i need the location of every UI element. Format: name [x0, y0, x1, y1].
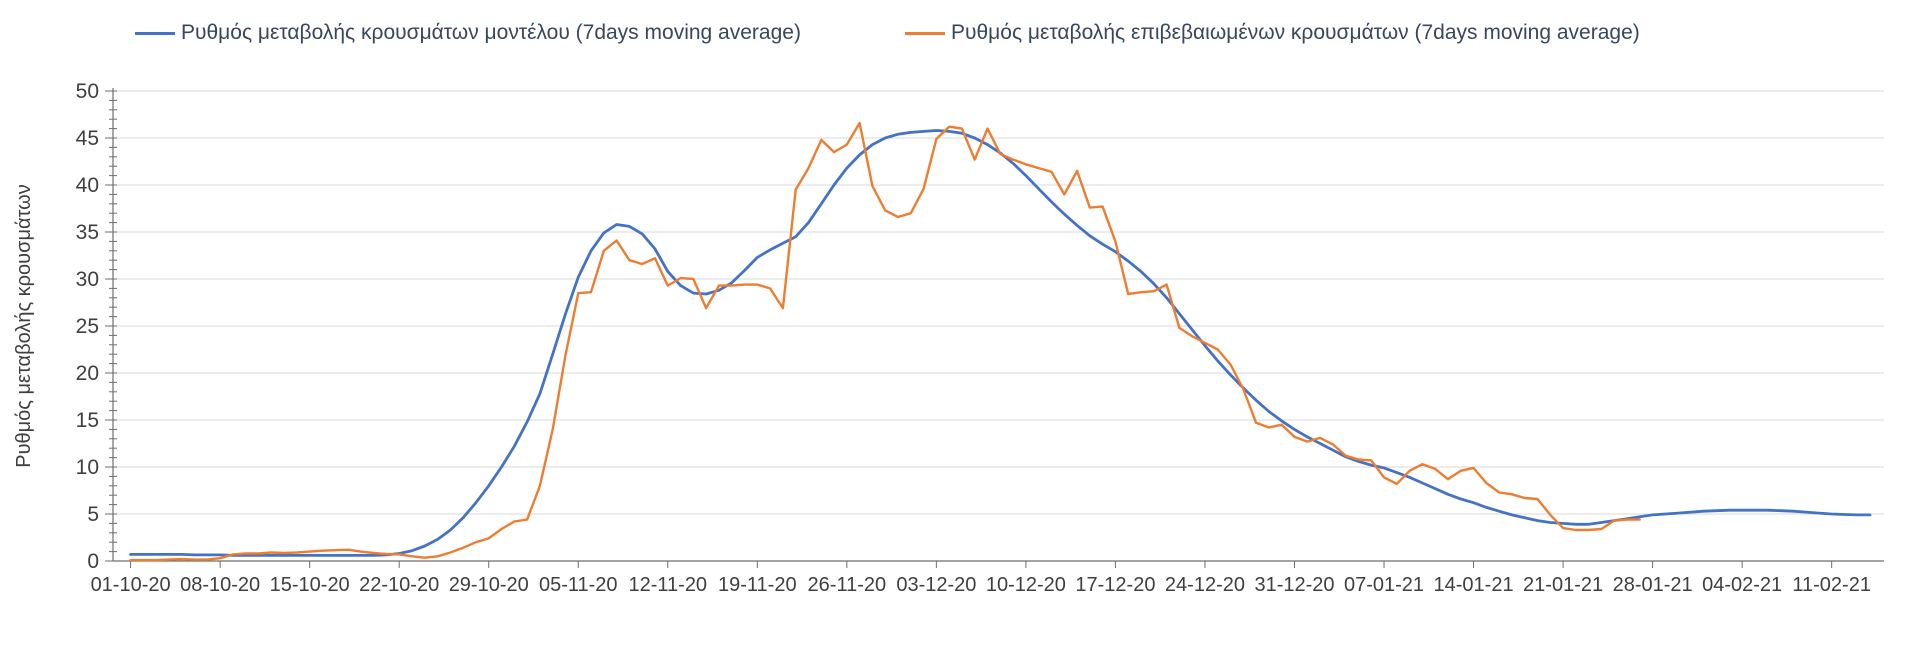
- x-tick-label: 22-10-20: [359, 574, 439, 596]
- x-tick-label: 29-10-20: [449, 574, 529, 596]
- x-tick-label: 03-12-20: [896, 574, 976, 596]
- x-tick-label: 10-12-20: [986, 574, 1066, 596]
- y-tick-label: 30: [76, 268, 99, 291]
- y-tick-label: 35: [76, 221, 99, 244]
- legend-item-model: Ρυθμός μεταβολής κρουσμάτων μοντέλου (7d…: [135, 18, 801, 48]
- x-tick-label: 01-10-20: [91, 574, 171, 596]
- y-axis: 0 5 10 15 20 25 30 35 40 45 50: [76, 80, 117, 573]
- x-tick-label: 19-11-20: [718, 574, 797, 596]
- y-tick-label: 50: [76, 80, 99, 103]
- x-tick-label: 11-02-21: [1792, 574, 1871, 596]
- y-tick-label: 10: [76, 456, 99, 479]
- legend-line-swatch-orange: [905, 31, 945, 35]
- series-line-confirmed: [129, 121, 1642, 562]
- x-tick-label: 07-01-21: [1344, 574, 1424, 596]
- x-tick-label: 17-12-20: [1075, 574, 1155, 596]
- y-tick-label: 15: [76, 409, 99, 432]
- x-tick-label: 05-11-20: [539, 574, 618, 596]
- x-tick-label: 31-12-20: [1254, 574, 1334, 596]
- x-tick-label: 26-11-20: [808, 574, 887, 596]
- y-tick-label: 5: [87, 503, 99, 526]
- x-axis: 01-10-20 08-10-20 15-10-20 22-10-20 29-10-20…: [91, 560, 1884, 596]
- x-tick-label: 15-10-20: [270, 574, 350, 596]
- x-tick-label: 24-12-20: [1165, 574, 1245, 596]
- legend-item-confirmed: Ρυθμός μεταβολής επιβεβαιωμένων κρουσμάτ…: [905, 18, 1640, 48]
- x-tick-label: 21-01-21: [1523, 574, 1603, 596]
- x-tick-label: 08-10-20: [180, 574, 260, 596]
- x-tick-label: 14-01-21: [1434, 574, 1514, 596]
- legend-line-swatch-blue: [135, 31, 175, 35]
- x-tick-label: 12-11-20: [628, 574, 707, 596]
- gridlines: [113, 90, 1884, 515]
- y-axis-title: Ρυθμός μεταβολής κρουσμάτων: [13, 184, 35, 468]
- y-tick-label: 20: [76, 362, 99, 385]
- y-tick-label: 0: [87, 550, 99, 573]
- x-tick-label: 28-01-21: [1613, 574, 1693, 596]
- y-tick-label: 40: [76, 174, 99, 197]
- legend-label-model: Ρυθμός μεταβολής κρουσμάτων μοντέλου (7d…: [181, 21, 801, 44]
- y-tick-label: 45: [76, 127, 99, 150]
- y-tick-label: 25: [76, 315, 99, 338]
- legend-label-confirmed: Ρυθμός μεταβολής επιβεβαιωμένων κρουσμάτ…: [951, 21, 1640, 44]
- series-line-model: [129, 129, 1872, 557]
- x-tick-label: 04-02-21: [1702, 574, 1782, 596]
- chart-legend: Ρυθμός μεταβολής κρουσμάτων μοντέλου (7d…: [0, 18, 1920, 48]
